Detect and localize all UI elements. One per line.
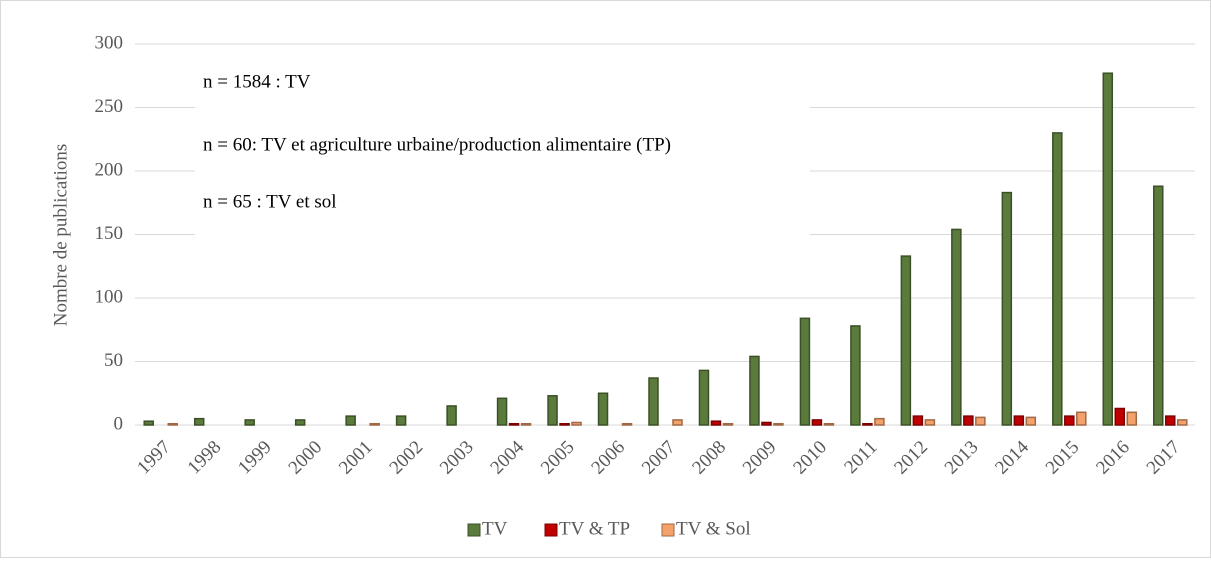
annotation: n = 1584 : TV	[203, 71, 311, 92]
bar	[446, 405, 457, 426]
y-tick-label: 250	[95, 96, 124, 117]
bar	[345, 415, 356, 426]
bar	[710, 420, 722, 426]
bar	[862, 422, 873, 426]
bar	[924, 419, 936, 426]
bar	[496, 397, 508, 426]
bar	[1114, 407, 1126, 426]
bar	[621, 422, 633, 426]
bar	[1165, 415, 1176, 426]
y-tick-label: 200	[95, 159, 124, 180]
bar	[912, 415, 924, 426]
bar	[597, 392, 609, 426]
bar	[244, 419, 255, 426]
bar	[672, 419, 683, 426]
annotation: n = 65 : TV et sol	[203, 191, 337, 212]
bar	[395, 415, 407, 426]
bar	[559, 422, 570, 426]
legend-label: TV & TP	[559, 518, 630, 539]
bar	[648, 377, 659, 426]
bar	[761, 421, 772, 426]
bar	[547, 395, 558, 426]
bar	[850, 325, 861, 426]
bar	[294, 419, 306, 426]
bar	[1052, 132, 1063, 426]
bar	[799, 317, 811, 426]
bar	[1001, 191, 1013, 426]
bar	[963, 415, 974, 426]
legend-swatch	[544, 523, 558, 537]
bar	[369, 422, 380, 426]
legend-label: TV & Sol	[676, 518, 751, 539]
bar	[1076, 411, 1087, 426]
bar	[1102, 72, 1114, 426]
bar	[811, 419, 823, 426]
bar	[749, 355, 760, 426]
annotation: n = 60: TV et agriculture urbaine/produc…	[203, 134, 671, 155]
bar	[975, 416, 986, 426]
y-tick-label: 50	[104, 350, 123, 371]
bar	[143, 420, 154, 426]
y-tick-label: 300	[95, 32, 124, 53]
bar	[1126, 411, 1138, 426]
bar	[571, 421, 582, 426]
bar	[1025, 416, 1037, 426]
bar	[1013, 415, 1025, 426]
bar	[773, 422, 784, 426]
bar	[1153, 185, 1164, 426]
legend-swatch	[661, 523, 675, 537]
legend-label: TV	[482, 518, 508, 539]
y-tick-label: 0	[114, 413, 124, 434]
bar	[520, 422, 532, 426]
legend-swatch	[467, 523, 481, 537]
bar	[1064, 415, 1075, 426]
bar	[900, 255, 912, 426]
bar	[167, 422, 178, 426]
bar	[874, 417, 885, 426]
bar	[722, 422, 734, 426]
y-tick-label: 150	[95, 223, 124, 244]
y-axis-label: Nombre de publications	[50, 144, 71, 327]
y-tick-label: 100	[95, 286, 124, 307]
bar	[823, 422, 835, 426]
bar	[951, 228, 962, 426]
bar	[1177, 419, 1188, 426]
bar	[508, 422, 520, 426]
annotation-background	[195, 58, 810, 238]
bar	[193, 417, 205, 426]
bar	[698, 369, 710, 426]
